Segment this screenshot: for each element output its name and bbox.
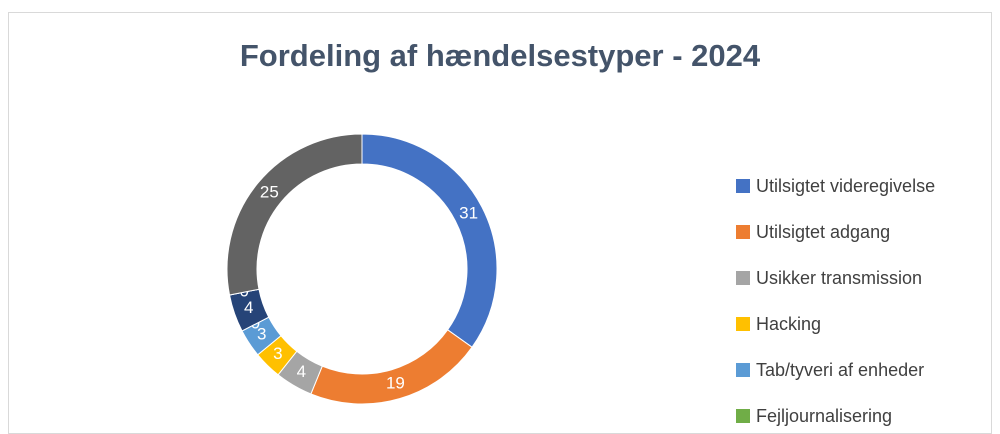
chart-title: Fordeling af hændelsestyper - 2024	[240, 38, 761, 73]
data-label: 19	[386, 374, 405, 393]
data-label: 3	[257, 324, 266, 343]
data-label: 25	[260, 182, 279, 201]
legend-swatch	[736, 317, 750, 331]
data-label: 4	[244, 298, 253, 317]
legend-swatch	[736, 225, 750, 239]
legend-label: Tab/tyveri af enheder	[756, 360, 924, 380]
donut-slice	[226, 133, 363, 296]
data-label: 4	[297, 362, 306, 381]
legend-label: Hacking	[756, 314, 821, 334]
legend-label: Usikker transmission	[756, 268, 922, 288]
legend-swatch	[736, 363, 750, 377]
legend-swatch	[736, 409, 750, 423]
legend-label: Fejljournalisering	[756, 406, 892, 426]
legend-swatch	[736, 271, 750, 285]
chart-border	[8, 12, 992, 434]
legend-label: Utilsigtet videregivelse	[756, 176, 935, 196]
data-label: 31	[459, 203, 478, 222]
data-label: 3	[273, 344, 282, 363]
legend-label: Utilsigtet adgang	[756, 222, 890, 242]
legend-swatch	[736, 179, 750, 193]
